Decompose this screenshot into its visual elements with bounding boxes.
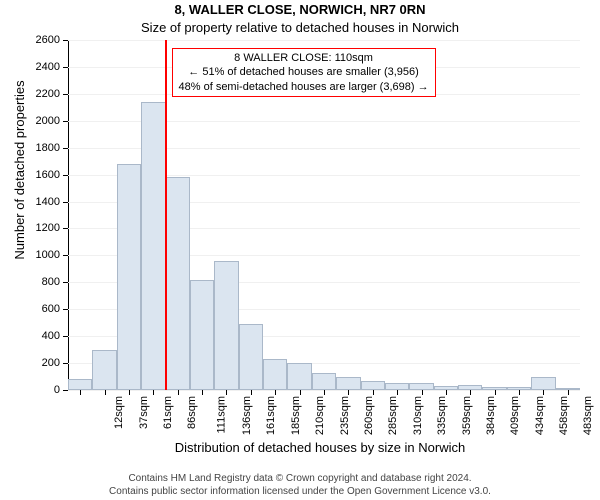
histogram-bar bbox=[68, 379, 92, 390]
histogram-bar bbox=[117, 164, 141, 390]
y-tick-label: 2600 bbox=[36, 34, 68, 46]
x-tick-mark bbox=[495, 390, 496, 395]
x-tick-mark bbox=[373, 390, 374, 395]
chart-title-main: 8, WALLER CLOSE, NORWICH, NR7 0RN bbox=[0, 2, 600, 17]
x-tick-mark bbox=[80, 390, 81, 395]
histogram-bar bbox=[531, 377, 555, 390]
x-tick-label: 210sqm bbox=[314, 390, 326, 435]
histogram-bar bbox=[336, 377, 360, 390]
y-tick-label: 1000 bbox=[36, 249, 68, 261]
x-tick-label: 111sqm bbox=[215, 390, 227, 434]
x-tick-label: 161sqm bbox=[266, 390, 278, 435]
y-tick-label: 1800 bbox=[36, 142, 68, 154]
chart-title-sub: Size of property relative to detached ho… bbox=[0, 20, 600, 35]
y-tick-label: 0 bbox=[54, 384, 68, 396]
annotation-line: ← 51% of detached houses are smaller (3,… bbox=[179, 65, 429, 79]
x-tick-mark bbox=[251, 390, 252, 395]
x-axis-label: Distribution of detached houses by size … bbox=[60, 440, 580, 455]
x-tick-label: 86sqm bbox=[186, 390, 198, 429]
x-tick-label: 359sqm bbox=[461, 390, 473, 435]
y-tick-label: 2400 bbox=[36, 61, 68, 73]
y-tick-label: 1200 bbox=[36, 222, 68, 234]
histogram-bar bbox=[385, 383, 409, 390]
attribution-text: Contains HM Land Registry data © Crown c… bbox=[0, 472, 600, 498]
histogram-bar bbox=[287, 363, 311, 390]
y-axis-line bbox=[68, 40, 69, 390]
x-tick-label: 434sqm bbox=[534, 390, 546, 435]
x-tick-mark bbox=[153, 390, 154, 395]
y-tick-label: 2200 bbox=[36, 88, 68, 100]
x-tick-mark bbox=[226, 390, 227, 395]
x-tick-label: 235sqm bbox=[339, 390, 351, 435]
annotation-box: 8 WALLER CLOSE: 110sqm← 51% of detached … bbox=[172, 48, 436, 97]
histogram-bar bbox=[141, 102, 165, 390]
annotation-line: 48% of semi-detached houses are larger (… bbox=[179, 80, 429, 94]
x-tick-mark bbox=[275, 390, 276, 395]
histogram-bar bbox=[239, 324, 263, 390]
x-tick-mark bbox=[397, 390, 398, 395]
x-tick-label: 310sqm bbox=[412, 390, 424, 435]
x-tick-mark bbox=[422, 390, 423, 395]
chart-container: 8, WALLER CLOSE, NORWICH, NR7 0RN Size o… bbox=[0, 0, 600, 500]
x-tick-label: 185sqm bbox=[290, 390, 302, 435]
x-tick-mark bbox=[519, 390, 520, 395]
x-tick-mark bbox=[202, 390, 203, 395]
x-tick-label: 285sqm bbox=[388, 390, 400, 435]
y-tick-label: 2000 bbox=[36, 115, 68, 127]
y-tick-label: 1600 bbox=[36, 169, 68, 181]
x-tick-label: 409sqm bbox=[509, 390, 521, 435]
x-tick-label: 61sqm bbox=[162, 390, 174, 429]
x-tick-mark bbox=[178, 390, 179, 395]
x-tick-mark bbox=[543, 390, 544, 395]
y-tick-label: 600 bbox=[42, 303, 68, 315]
x-tick-label: 458sqm bbox=[558, 390, 570, 435]
histogram-bar bbox=[312, 373, 336, 391]
histogram-bar bbox=[190, 280, 214, 390]
plot-area: 0200400600800100012001400160018002000220… bbox=[68, 40, 580, 390]
x-tick-mark bbox=[446, 390, 447, 395]
histogram-bar bbox=[214, 261, 238, 390]
histogram-bar bbox=[92, 350, 116, 390]
histogram-bar bbox=[166, 177, 190, 390]
x-tick-label: 335sqm bbox=[436, 390, 448, 435]
x-tick-label: 483sqm bbox=[583, 390, 595, 435]
x-tick-mark bbox=[105, 390, 106, 395]
x-tick-mark bbox=[348, 390, 349, 395]
x-tick-label: 260sqm bbox=[363, 390, 375, 435]
highlight-line bbox=[165, 40, 167, 390]
histogram-bar bbox=[409, 383, 433, 390]
y-tick-label: 800 bbox=[42, 276, 68, 288]
x-tick-label: 136sqm bbox=[241, 390, 253, 435]
histogram-bar bbox=[263, 359, 287, 390]
y-axis-label: Number of detached properties bbox=[12, 20, 27, 320]
x-tick-mark bbox=[568, 390, 569, 395]
x-tick-label: 37sqm bbox=[138, 390, 150, 429]
y-tick-label: 200 bbox=[42, 357, 68, 369]
x-tick-label: 12sqm bbox=[113, 390, 125, 429]
grid-line bbox=[68, 40, 580, 41]
y-tick-label: 1400 bbox=[36, 196, 68, 208]
x-tick-mark bbox=[324, 390, 325, 395]
y-tick-label: 400 bbox=[42, 330, 68, 342]
x-tick-mark bbox=[300, 390, 301, 395]
annotation-line: 8 WALLER CLOSE: 110sqm bbox=[179, 51, 429, 65]
x-tick-mark bbox=[470, 390, 471, 395]
x-tick-mark bbox=[129, 390, 130, 395]
histogram-bar bbox=[361, 381, 385, 390]
x-tick-label: 384sqm bbox=[485, 390, 497, 435]
